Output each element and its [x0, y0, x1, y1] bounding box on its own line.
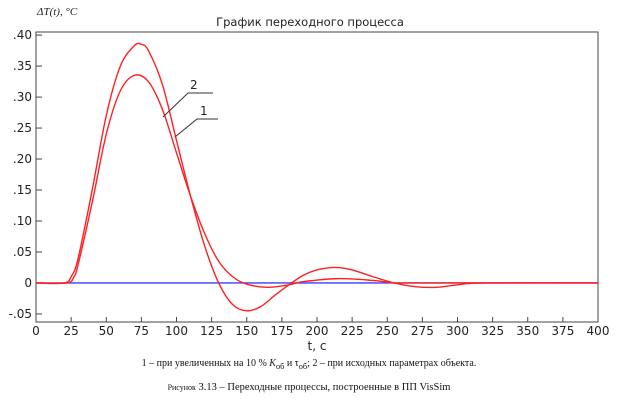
- y-tick-label: .15: [13, 183, 32, 197]
- y-tick-label: 0: [24, 276, 32, 290]
- x-tick-label: 75: [134, 324, 149, 338]
- figure-caption: Рисунок 3.13 – Переходные процессы, пост…: [0, 382, 618, 393]
- y-tick-label: .30: [13, 90, 32, 104]
- y-tick-label: .35: [13, 59, 32, 73]
- x-tick-label: 350: [516, 324, 539, 338]
- annotation-1: 1: [174, 104, 218, 138]
- figure-text: – Переходные процессы, построенные в ПП …: [216, 382, 451, 393]
- figure-prefix: Рисунок: [167, 383, 196, 392]
- series-line-1: [35, 74, 598, 288]
- x-tick-label: 25: [63, 324, 78, 338]
- series-line-2: [35, 42, 599, 312]
- and-text: и: [284, 358, 295, 369]
- x-tick-label: 200: [306, 324, 329, 338]
- x-axis-label: t, c: [308, 339, 327, 353]
- x-tick-label: 175: [270, 324, 293, 338]
- x-tick-label: 375: [551, 324, 574, 338]
- y-tick-label: .20: [13, 152, 32, 166]
- annotation-2: 2: [162, 78, 213, 118]
- y-tick-label: -.05: [9, 307, 32, 321]
- x-tick-label: 100: [165, 324, 188, 338]
- x-tick-label: 150: [235, 324, 258, 338]
- tau-subscript: об: [298, 362, 308, 371]
- x-tick-label: 250: [376, 324, 399, 338]
- y-tick-label: .05: [13, 245, 32, 259]
- x-tick-label: 300: [446, 324, 469, 338]
- legend-text-2: ; 2 – при исходных параметрах объекта.: [307, 358, 477, 369]
- x-tick-label: 225: [341, 324, 364, 338]
- label-1: 1: [200, 104, 208, 118]
- leader-line-1: [174, 118, 218, 138]
- chart-title: График переходного процесса: [216, 15, 404, 29]
- tau-symbol: τ: [294, 358, 299, 369]
- x-tick-label: 50: [99, 324, 114, 338]
- leader-line-2: [162, 92, 213, 118]
- k-symbol: K: [269, 358, 276, 369]
- x-tick-label: 325: [481, 324, 504, 338]
- x-tick-label: 125: [200, 324, 223, 338]
- y-axis-label: ΔT(t), °C: [37, 6, 78, 18]
- label-2: 2: [190, 78, 198, 92]
- figure-number: 3.13: [198, 382, 217, 393]
- x-tick-label: 0: [32, 324, 40, 338]
- y-tick-label: .40: [13, 28, 32, 42]
- x-tick-label: 275: [411, 324, 434, 338]
- plot-frame: [35, 31, 599, 323]
- k-subscript: об: [275, 362, 285, 371]
- legend-caption: 1 – при увеличенных на 10 % Kоб и τоб; 2…: [0, 358, 618, 371]
- legend-text-1: 1 – при увеличенных на 10 %: [141, 358, 270, 369]
- y-tick-label: .10: [13, 214, 32, 228]
- y-tick-label: .25: [13, 121, 32, 135]
- x-tick-label: 400: [587, 324, 610, 338]
